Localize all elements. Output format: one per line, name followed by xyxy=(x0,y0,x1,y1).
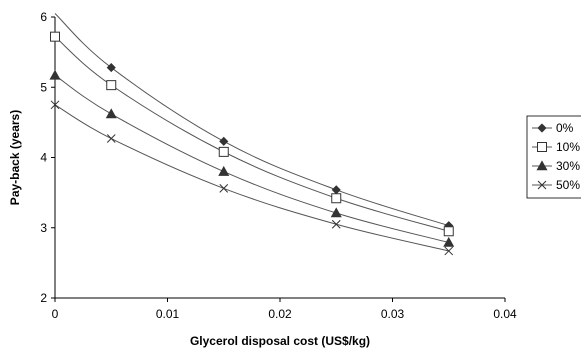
series-line xyxy=(54,13,449,227)
legend-label: 50% xyxy=(556,178,580,192)
legend-item: 30% xyxy=(532,159,580,173)
data-point xyxy=(331,193,342,204)
legend: 0% 10% 30% 50% xyxy=(526,115,581,199)
data-point xyxy=(331,219,341,229)
legend-marker xyxy=(537,142,547,152)
data-point xyxy=(218,146,229,157)
data-point xyxy=(50,100,60,110)
data-point xyxy=(105,108,117,119)
data-point xyxy=(444,246,454,256)
legend-label: 0% xyxy=(556,121,574,135)
data-point xyxy=(106,63,116,73)
data-point xyxy=(443,236,455,247)
y-tick-label: 2 xyxy=(40,291,47,305)
data-point xyxy=(219,184,229,193)
series-line xyxy=(54,74,449,243)
legend-item: 0% xyxy=(532,121,574,135)
legend-item: 10% xyxy=(532,140,580,154)
data-point xyxy=(218,165,230,176)
x-tick-label: 0.04 xyxy=(493,307,517,321)
legend-marker xyxy=(536,160,548,171)
y-tick-label: 4 xyxy=(40,151,47,165)
data-point xyxy=(49,69,61,80)
legend-item: 50% xyxy=(532,178,580,192)
series-2 xyxy=(49,69,455,247)
data-point xyxy=(50,31,60,42)
data-point xyxy=(106,134,116,143)
y-tick-label: 6 xyxy=(40,10,47,24)
axes: 2 3 4 5 6 0 0.01 0.02 0.03 0.04 xyxy=(40,10,517,321)
x-tick-label: 0.01 xyxy=(156,307,180,321)
data-point xyxy=(443,226,454,237)
data-point xyxy=(106,80,117,91)
data-point xyxy=(330,207,342,218)
x-axis-title: Glycerol disposal cost (US$/kg) xyxy=(190,334,370,348)
legend-label: 10% xyxy=(556,140,580,154)
data-point xyxy=(331,185,341,195)
series-3 xyxy=(50,100,454,256)
x-tick-label: 0 xyxy=(52,307,59,321)
x-tick-label: 0.03 xyxy=(381,307,405,321)
y-tick-label: 5 xyxy=(40,80,47,94)
x-tick-label: 0.02 xyxy=(268,307,292,321)
y-tick-label: 3 xyxy=(40,221,47,235)
legend-marker xyxy=(537,180,547,190)
series-layer xyxy=(49,13,455,256)
legend-marker xyxy=(537,123,547,133)
series-0 xyxy=(54,13,454,231)
data-point xyxy=(219,136,229,146)
legend-label: 30% xyxy=(556,159,580,173)
series-1 xyxy=(50,31,454,237)
series-line xyxy=(54,104,449,252)
legend-box xyxy=(526,115,581,199)
y-axis-title: Pay-back (years) xyxy=(8,110,22,205)
